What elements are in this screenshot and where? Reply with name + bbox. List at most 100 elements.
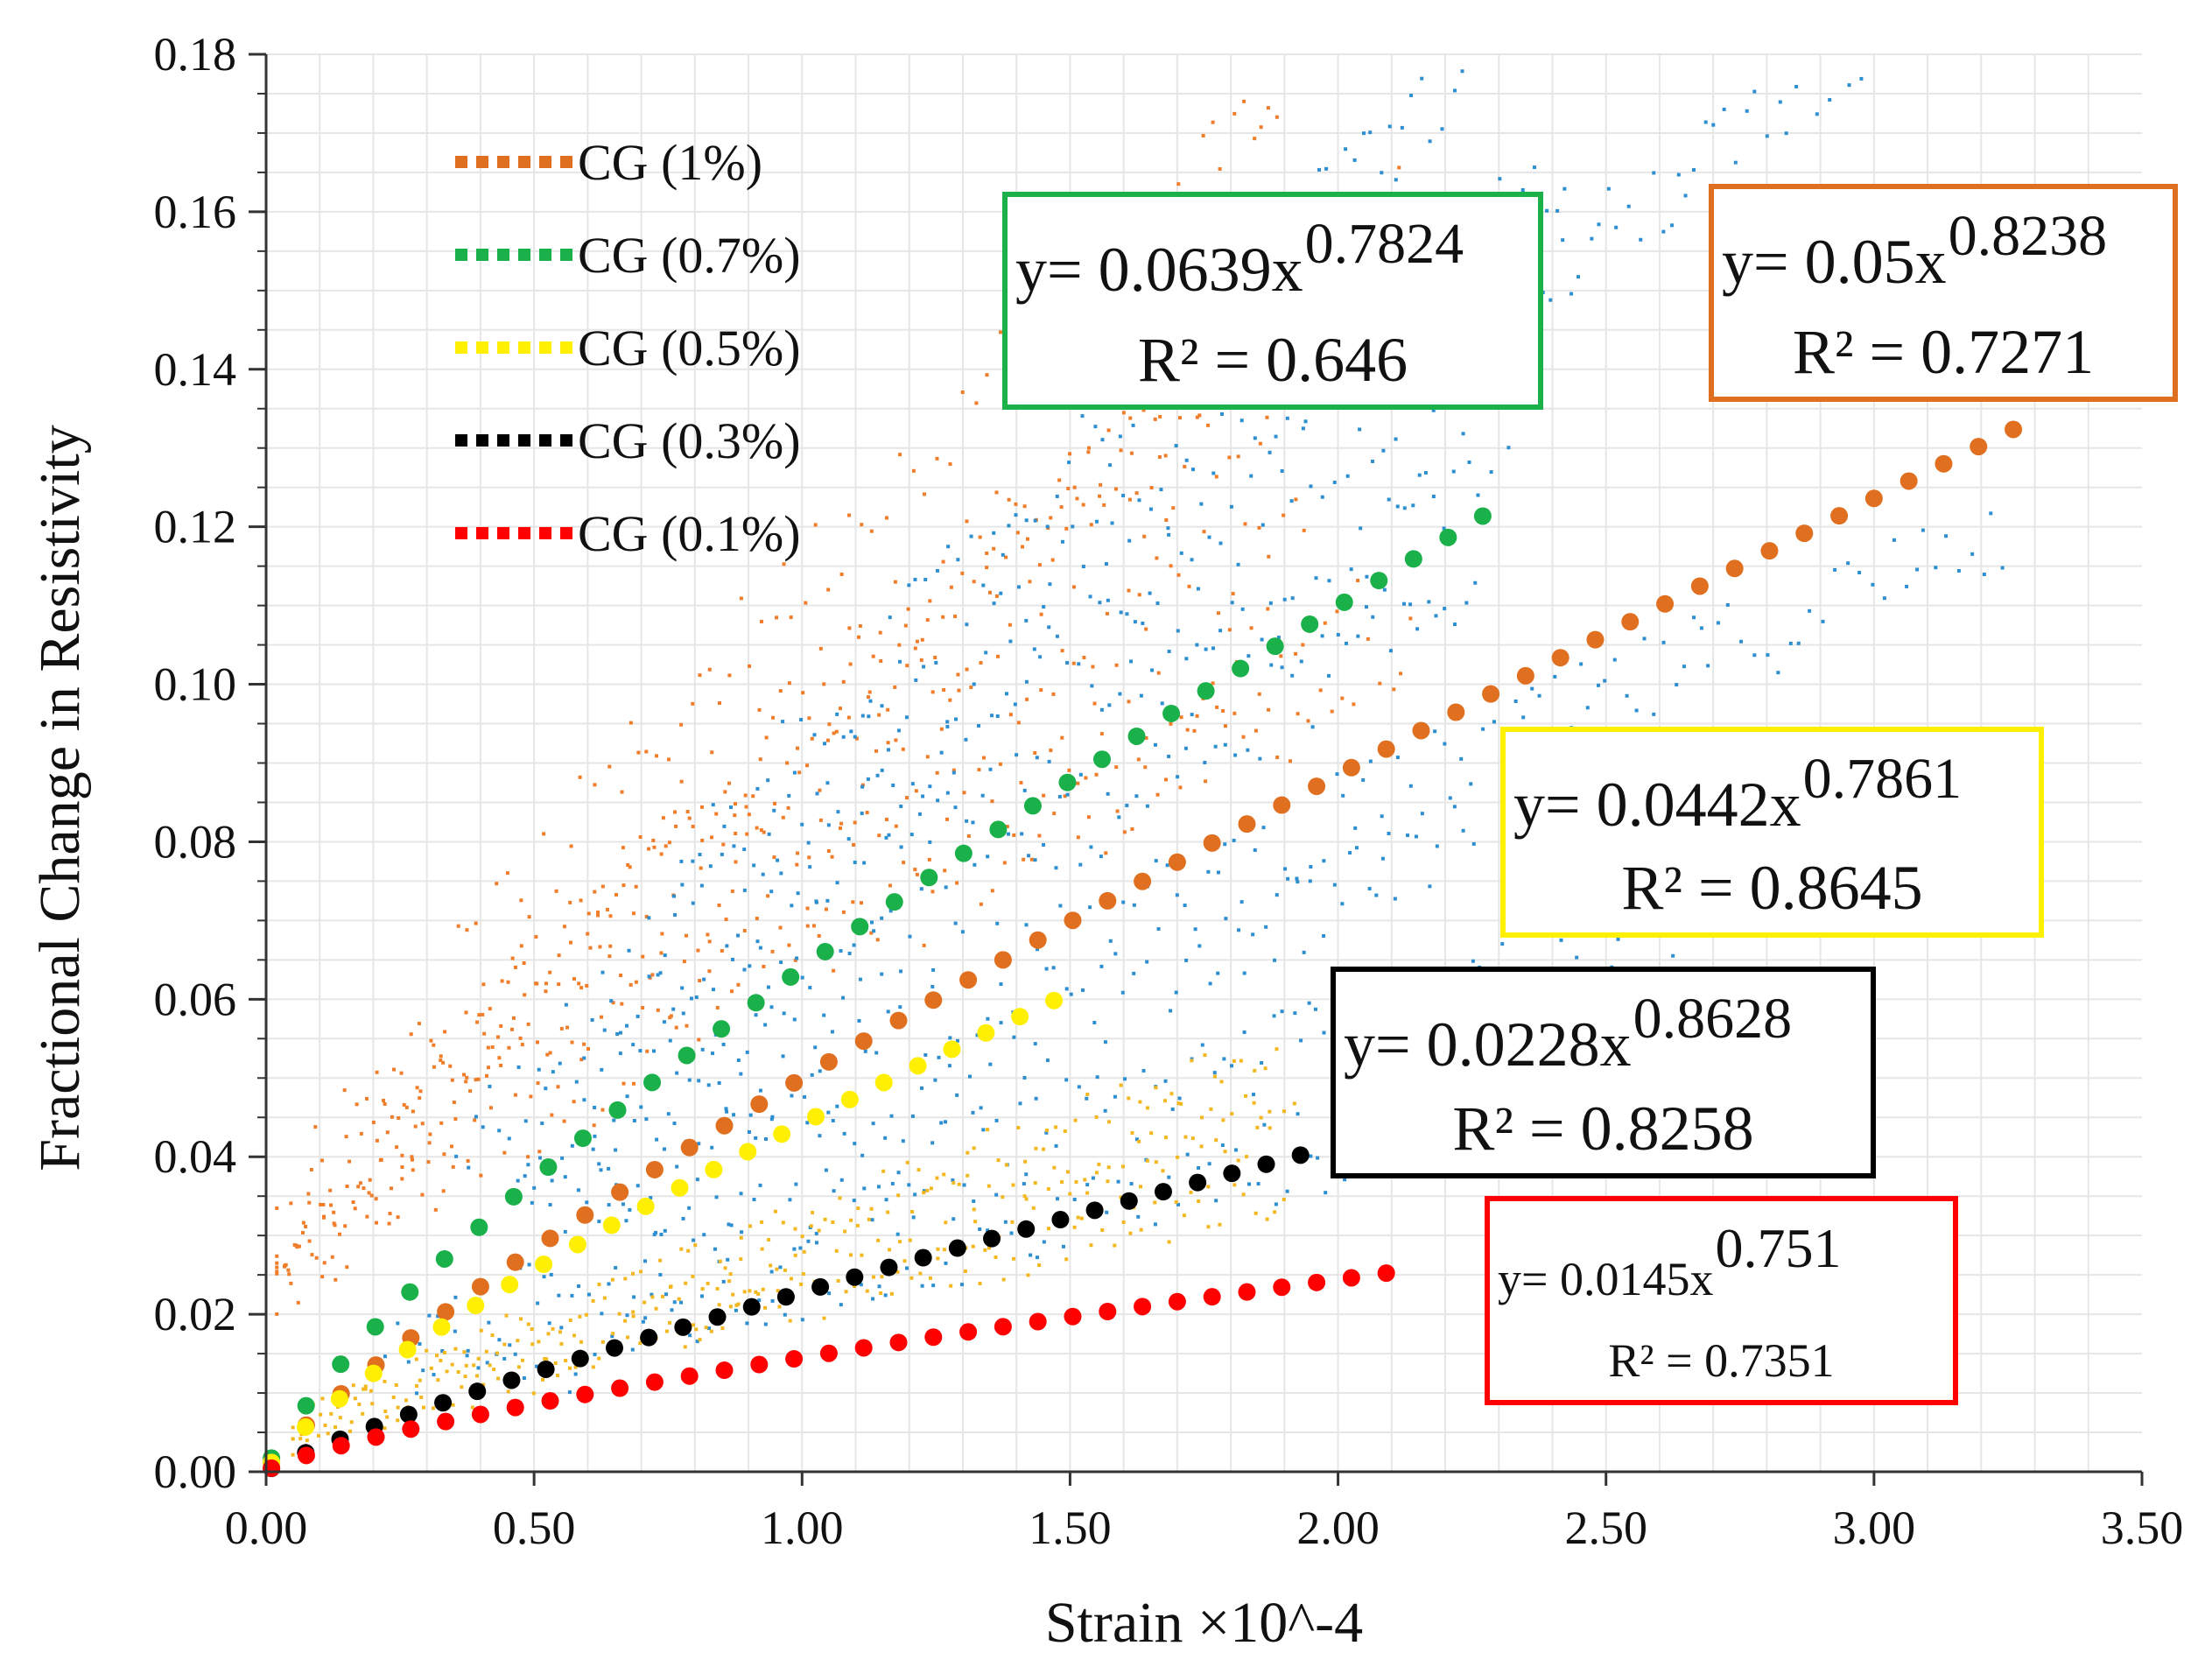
raw-data-point: [417, 1022, 421, 1026]
raw-data-point: [1223, 742, 1227, 747]
trend-point-cg-1-: [611, 1183, 629, 1201]
trend-point-cg-0-5-: [364, 1364, 383, 1382]
raw-data-point: [752, 1198, 756, 1202]
raw-data-point: [1149, 1131, 1154, 1136]
trend-point-cg-0-3-: [537, 1360, 555, 1378]
trend-point-cg-0-5-: [773, 1125, 791, 1143]
trend-point-cg-0-1-: [715, 1361, 734, 1380]
raw-data-point: [1121, 494, 1126, 498]
raw-data-point: [994, 490, 999, 495]
equation-box-border: [1500, 727, 2044, 938]
raw-data-point: [410, 1155, 414, 1159]
raw-data-point: [579, 1340, 584, 1344]
raw-data-point: [810, 736, 814, 741]
raw-data-point: [747, 1129, 751, 1134]
raw-data-point: [610, 1277, 614, 1282]
raw-data-point: [697, 1037, 701, 1042]
trend-point-cg-0-1-: [367, 1428, 385, 1446]
raw-data-point: [925, 618, 930, 622]
raw-data-point: [1009, 1231, 1014, 1235]
raw-data-point: [1054, 1125, 1058, 1129]
raw-data-point: [1859, 76, 1864, 81]
raw-data-point: [781, 1220, 785, 1225]
raw-data-point: [1025, 697, 1029, 701]
trend-point-cg-0-1-: [785, 1350, 804, 1368]
raw-data-point: [1052, 1165, 1057, 1170]
raw-data-point: [989, 714, 994, 718]
raw-data-point: [783, 1312, 787, 1317]
raw-data-point: [898, 1005, 902, 1009]
raw-data-point: [506, 1389, 510, 1394]
raw-data-point: [1330, 709, 1334, 714]
raw-data-point: [1237, 928, 1241, 932]
raw-data-point: [739, 1072, 743, 1076]
raw-data-point: [652, 845, 657, 849]
raw-data-point: [505, 871, 509, 876]
trend-point-cg-0-1-: [1273, 1278, 1291, 1297]
raw-data-point: [891, 783, 895, 787]
raw-data-point: [1199, 1144, 1204, 1149]
raw-data-point: [470, 1405, 474, 1410]
raw-data-point: [1285, 1189, 1289, 1193]
raw-data-point: [481, 1382, 486, 1387]
raw-data-point: [1071, 585, 1076, 589]
raw-data-point: [1196, 587, 1200, 591]
raw-data-point: [475, 1374, 480, 1378]
raw-data-point: [686, 1248, 691, 1253]
raw-data-point: [1353, 826, 1358, 830]
raw-data-point: [711, 1052, 715, 1056]
raw-data-point: [558, 1330, 562, 1334]
raw-data-point: [1085, 1191, 1090, 1195]
raw-data-point: [1232, 838, 1236, 842]
raw-data-point: [660, 1294, 664, 1298]
raw-data-point: [1289, 759, 1293, 763]
raw-data-point: [748, 1289, 752, 1293]
raw-data-point: [1081, 503, 1085, 507]
raw-data-point: [739, 1257, 743, 1262]
raw-data-point: [757, 1298, 762, 1303]
raw-data-point: [1302, 528, 1306, 532]
raw-data-point: [450, 1362, 454, 1367]
raw-data-point: [614, 1266, 618, 1270]
raw-data-point: [1105, 611, 1109, 615]
raw-data-point: [1159, 488, 1163, 492]
raw-data-point: [1220, 1143, 1225, 1148]
raw-data-point: [804, 601, 808, 605]
raw-data-point: [978, 1227, 982, 1231]
raw-data-point: [796, 851, 800, 855]
raw-data-point: [1211, 120, 1215, 124]
raw-data-point: [643, 1316, 648, 1320]
raw-data-point: [860, 523, 864, 527]
raw-data-point: [730, 957, 734, 961]
raw-data-point: [305, 1438, 309, 1443]
raw-data-point: [857, 1018, 861, 1023]
raw-data-point: [1128, 1231, 1133, 1235]
raw-data-point: [817, 1228, 821, 1233]
raw-data-point: [1085, 1096, 1089, 1101]
raw-data-point: [962, 1183, 966, 1187]
raw-data-point: [672, 1122, 677, 1126]
raw-data-point: [1078, 862, 1083, 867]
raw-data-point: [564, 1359, 568, 1363]
raw-data-point: [644, 749, 649, 754]
legend-swatch: [518, 434, 530, 447]
raw-data-point: [952, 768, 956, 772]
raw-data-point: [639, 1270, 643, 1274]
raw-data-point: [1280, 1009, 1284, 1014]
raw-data-point: [854, 736, 859, 741]
raw-data-point: [879, 659, 883, 664]
raw-data-point: [1294, 497, 1298, 502]
raw-data-point: [1169, 564, 1173, 568]
legend-label: CG (0.5%): [578, 320, 801, 376]
raw-data-point: [569, 940, 573, 945]
raw-data-point: [322, 1214, 327, 1219]
raw-data-point: [787, 681, 791, 686]
trend-point-cg-0-5-: [909, 1057, 927, 1075]
raw-data-point: [383, 1379, 387, 1383]
raw-data-point: [1190, 713, 1194, 717]
y-axis-title: Fractional Change in Resistivity: [28, 425, 92, 1171]
raw-data-point: [383, 1354, 387, 1359]
raw-data-point: [986, 1016, 990, 1021]
raw-data-point: [886, 741, 890, 745]
